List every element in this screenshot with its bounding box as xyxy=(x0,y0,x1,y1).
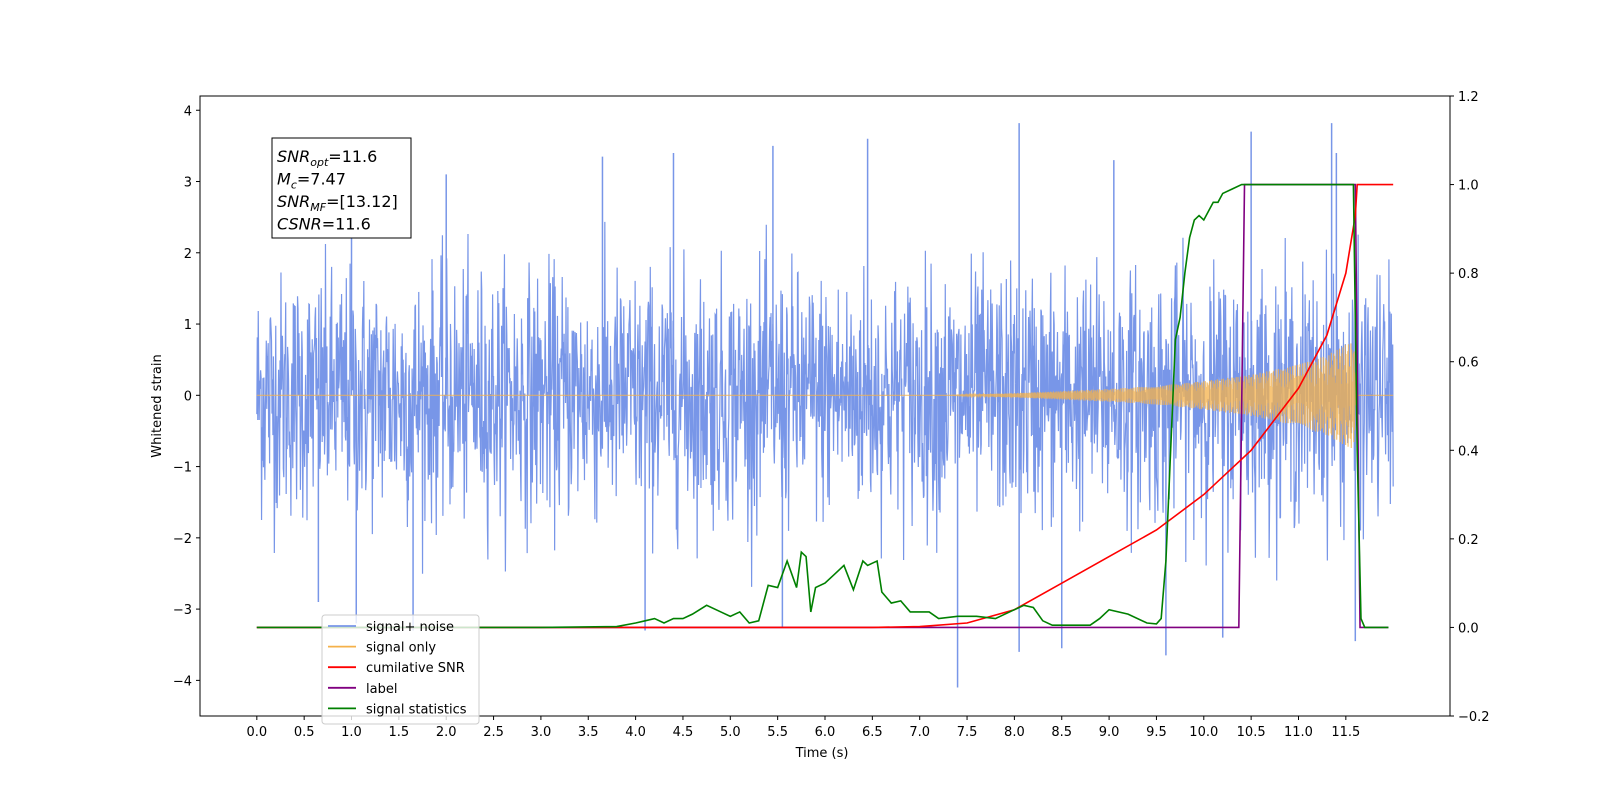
y2-axis-ticks: 1.2 1.0 0.8 0.6 0.4 0.2 0.0 −0.2 xyxy=(1450,90,1490,725)
x-tick-label: 4.0 xyxy=(625,725,646,740)
x-tick-label: 3.0 xyxy=(531,725,552,740)
x-tick-label: 5.5 xyxy=(767,725,788,740)
y-tick-label: 4 xyxy=(184,104,192,119)
y2-tick-label: −0.2 xyxy=(1458,710,1490,725)
y-axis-ticks: 4 3 2 1 0 −1 −2 −3 −4 xyxy=(173,104,200,689)
x-tick-label: 10.0 xyxy=(1189,725,1218,740)
x-tick-label: 7.5 xyxy=(957,725,978,740)
x-tick-label: 0.5 xyxy=(294,725,315,740)
legend-label: signal only xyxy=(366,641,436,656)
y-tick-label: −2 xyxy=(173,532,192,547)
x-tick-label: 9.5 xyxy=(1146,725,1167,740)
legend: signal+ noise signal only cumilative SNR la… xyxy=(321,614,480,725)
y2-tick-label: 0.2 xyxy=(1458,533,1479,548)
y-tick-label: −4 xyxy=(173,674,192,689)
y-tick-label: 1 xyxy=(184,318,192,333)
y2-tick-label: 0.4 xyxy=(1458,444,1479,459)
x-tick-label: 11.0 xyxy=(1284,725,1313,740)
x-tick-label: 6.5 xyxy=(862,725,883,740)
legend-label: label xyxy=(366,682,397,697)
y-axis-label: Whitened strain xyxy=(150,354,165,457)
annotation-line: SNRopt=11.6 xyxy=(277,147,377,169)
x-tick-label: 4.5 xyxy=(673,725,694,740)
x-axis-ticks: 0.0 0.5 1.0 1.5 2.0 2.5 3.0 3.5 4.0 4.5 5.0 5.5 6.0 6… xyxy=(246,716,1360,740)
x-tick-label: 1.5 xyxy=(389,725,410,740)
y2-tick-label: 0.8 xyxy=(1458,267,1479,282)
annotation-line: CSNR=11.6 xyxy=(277,215,371,234)
x-tick-label: 6.0 xyxy=(815,725,836,740)
series-signal-noise xyxy=(256,221,1394,587)
legend-items: signal+ noise signal only cumilative SNR la… xyxy=(328,620,467,717)
annotation-line: SNRMF=[13.12] xyxy=(277,192,398,214)
annotation-line: Mc=7.47 xyxy=(277,170,346,192)
x-axis-label: Time (s) xyxy=(795,746,849,761)
series-signal-only xyxy=(256,343,1394,448)
x-tick-label: 10.5 xyxy=(1237,725,1266,740)
y2-tick-label: 0.0 xyxy=(1458,621,1479,636)
plot-layer xyxy=(256,123,1394,688)
x-tick-label: 8.5 xyxy=(1051,725,1072,740)
y-tick-label: −3 xyxy=(173,603,192,618)
x-tick-label: 1.0 xyxy=(341,725,362,740)
x-tick-label: 0.0 xyxy=(246,725,267,740)
x-tick-label: 2.0 xyxy=(436,725,457,740)
x-tick-label: 8.0 xyxy=(1004,725,1025,740)
x-tick-label: 2.5 xyxy=(483,725,504,740)
y2-tick-label: 0.6 xyxy=(1458,356,1479,371)
y-tick-label: 3 xyxy=(184,176,192,191)
y-tick-label: 2 xyxy=(184,247,192,262)
legend-frame xyxy=(321,614,480,725)
y2-tick-label: 1.2 xyxy=(1458,90,1479,105)
annotation-frame xyxy=(271,137,412,239)
x-tick-label: 11.5 xyxy=(1331,725,1360,740)
legend-label: signal+ noise xyxy=(366,620,454,635)
x-tick-label: 7.0 xyxy=(909,725,930,740)
x-tick-label: 9.0 xyxy=(1099,725,1120,740)
series-signal-statistics xyxy=(256,183,1389,629)
legend-label: signal statistics xyxy=(366,702,467,717)
x-tick-label: 5.0 xyxy=(720,725,741,740)
x-tick-label: 3.5 xyxy=(578,725,599,740)
series-cumulative-snr xyxy=(256,183,1394,629)
legend-label: cumilative SNR xyxy=(366,661,465,676)
y2-tick-label: 1.0 xyxy=(1458,179,1479,194)
y-tick-label: 0 xyxy=(184,389,192,404)
y-tick-label: −1 xyxy=(173,461,192,476)
